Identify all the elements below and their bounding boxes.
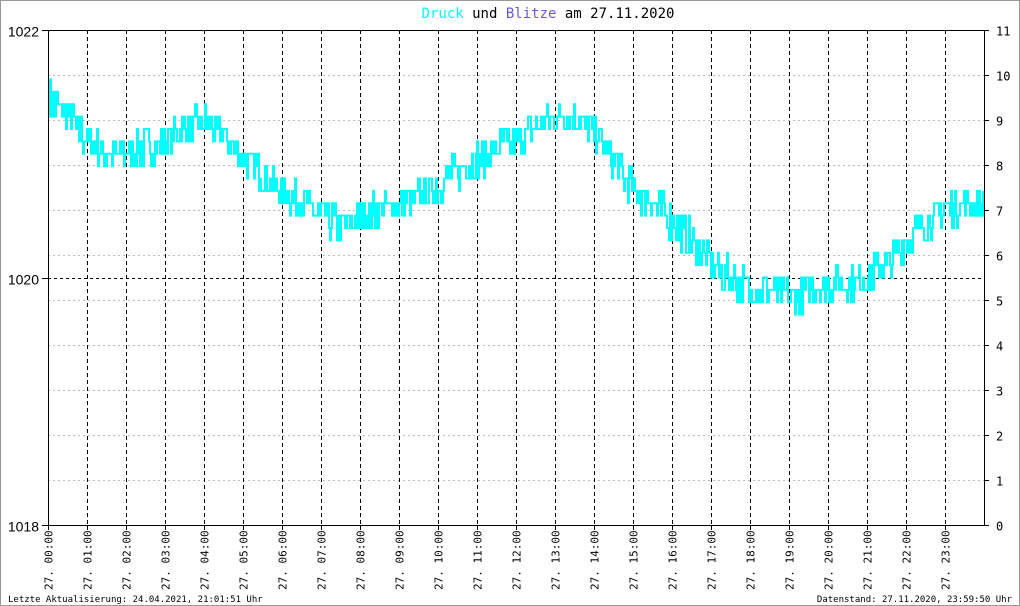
x-tick-label: 27. 23:00 bbox=[940, 530, 953, 590]
x-tick-label: 27. 11:00 bbox=[472, 530, 485, 590]
series-line-druck bbox=[49, 78, 984, 316]
x-tick-label: 27. 16:00 bbox=[667, 530, 680, 590]
x-tick-label: 27. 14:00 bbox=[589, 530, 602, 590]
series-druck bbox=[49, 78, 984, 316]
x-tick-label: 27. 02:00 bbox=[121, 530, 134, 590]
x-tick-label: 27. 13:00 bbox=[550, 530, 563, 590]
x-tick-label: 27. 05:00 bbox=[238, 530, 251, 590]
right-tick-label: 10 bbox=[996, 70, 1010, 84]
x-tick-label: 27. 06:00 bbox=[277, 530, 290, 590]
right-tick-label: 4 bbox=[996, 340, 1003, 354]
right-tick-label: 2 bbox=[996, 430, 1003, 444]
footer-last-update: Letzte Aktualisierung: 24.04.2021, 21:01… bbox=[8, 595, 263, 605]
x-tick-label: 27. 03:00 bbox=[160, 530, 173, 590]
x-tick-label: 27. 07:00 bbox=[316, 530, 329, 590]
footer-data-status: Datenstand: 27.11.2020, 23:59:50 Uhr bbox=[817, 595, 1013, 605]
x-tick-label: 27. 22:00 bbox=[901, 530, 914, 590]
right-tick-label: 3 bbox=[996, 385, 1003, 399]
right-tick-label: 6 bbox=[996, 250, 1003, 264]
title-part: Blitze bbox=[506, 6, 557, 22]
x-tick-label: 27. 21:00 bbox=[862, 530, 875, 590]
x-tick-label: 27. 01:00 bbox=[82, 530, 95, 590]
right-tick-label: 8 bbox=[996, 160, 1003, 174]
x-tick-label: 27. 00:00 bbox=[43, 530, 56, 590]
x-tick-label: 27. 10:00 bbox=[433, 530, 446, 590]
right-tick-label: 7 bbox=[996, 205, 1003, 219]
axes: 0 1 2 3 4 5 6 7 8 9 10 11 1018 1020 1022 27. 00:00 27. 0… bbox=[8, 24, 1011, 591]
right-tick-label: 1 bbox=[996, 475, 1003, 489]
x-tick-label: 27. 08:00 bbox=[355, 530, 368, 590]
right-tick-label: 11 bbox=[996, 25, 1010, 39]
right-tick-label: 9 bbox=[996, 115, 1003, 129]
left-tick-label: 1018 bbox=[8, 519, 39, 535]
left-tick-label: 1022 bbox=[8, 24, 39, 40]
title-part: Druck bbox=[422, 6, 465, 22]
x-tick-label: 27. 19:00 bbox=[784, 530, 797, 590]
x-tick-label: 27. 09:00 bbox=[394, 530, 407, 590]
x-tick-label: 27. 18:00 bbox=[745, 530, 758, 590]
x-tick-label: 27. 17:00 bbox=[706, 530, 719, 590]
chart-title: Druck und Blitze am 27.11.2020 bbox=[422, 6, 675, 22]
x-tick-label: 27. 15:00 bbox=[628, 530, 641, 590]
right-tick-label: 5 bbox=[996, 295, 1003, 309]
x-tick-label: 27. 04:00 bbox=[199, 530, 212, 590]
x-tick-label: 27. 12:00 bbox=[511, 530, 524, 590]
left-tick-label: 1020 bbox=[8, 272, 39, 288]
title-part: und bbox=[464, 6, 506, 22]
title-part: am 27.11.2020 bbox=[556, 6, 674, 22]
x-tick-label: 27. 20:00 bbox=[823, 530, 836, 590]
right-tick-label: 0 bbox=[996, 520, 1003, 534]
grid bbox=[48, 30, 984, 526]
